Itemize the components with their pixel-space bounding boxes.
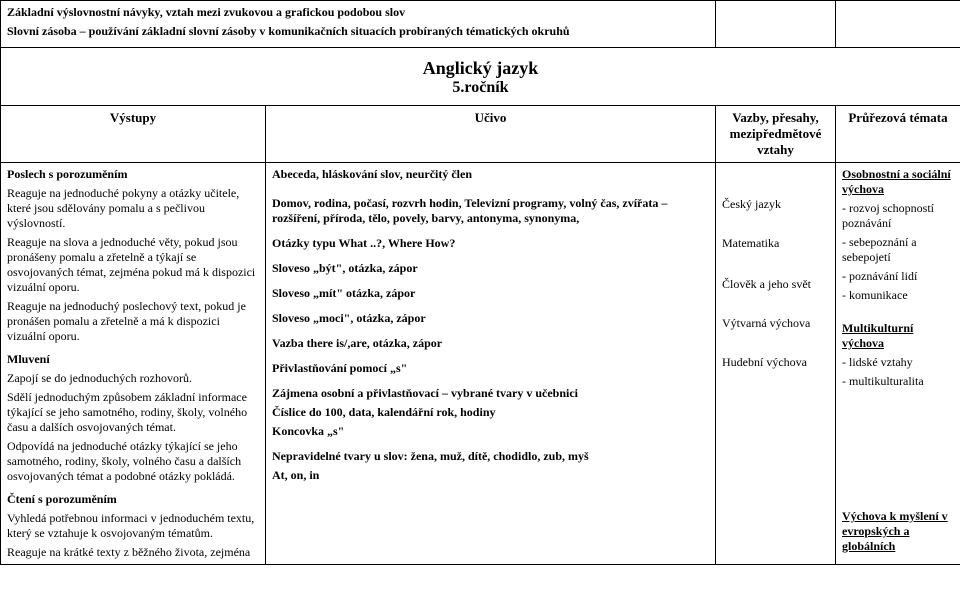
vazby-1: Český jazyk xyxy=(722,197,829,212)
vazby-4: Výtvarná výchova xyxy=(722,316,829,331)
prur-1d: - komunikace xyxy=(842,288,954,303)
intro-empty-1 xyxy=(716,1,836,48)
title-row: Anglický jazyk 5.ročník xyxy=(1,48,960,106)
poslech-2: Reaguje na slova a jednoduché věty, poku… xyxy=(7,235,259,295)
hdr-vystupy: Výstupy xyxy=(1,106,266,163)
intro-row: Základní výslovnostní návyky, vztah mezi… xyxy=(1,1,960,48)
intro-cell: Základní výslovnostní návyky, vztah mezi… xyxy=(1,1,716,48)
page-subtitle: 5.ročník xyxy=(7,79,954,101)
poslech-heading: Poslech s porozuměním xyxy=(7,167,127,181)
prur-2a: - lidské vztahy xyxy=(842,355,954,370)
poslech-1: Reaguje na jednoduché pokyny a otázky uč… xyxy=(7,186,259,231)
ucivo-10: Číslice do 100, data, kalendářní rok, ho… xyxy=(272,405,709,420)
ucivo-7: Vazba there is/,are, otázka, zápor xyxy=(272,336,709,351)
prur-1a: - rozvoj schopností poznávání xyxy=(842,201,954,231)
ucivo-3: Otázky typu What ..?, Where How? xyxy=(272,236,709,251)
cteni-1: Vyhledá potřebnou informaci v jednoduché… xyxy=(7,511,259,541)
intro-line-1: Základní výslovnostní návyky, vztah mezi… xyxy=(7,5,709,20)
vazby-5: Hudební výchova xyxy=(722,355,829,370)
vystupy-cell: Poslech s porozuměním Reaguje na jednodu… xyxy=(1,163,266,565)
mluveni-2: Sdělí jednoduchým způsobem základní info… xyxy=(7,390,259,435)
prur-cell: Osobnostní a sociální výchova - rozvoj s… xyxy=(836,163,960,565)
prur-2b: - multikulturalita xyxy=(842,374,954,389)
ucivo-13: At, on, in xyxy=(272,468,709,483)
ucivo-4: Sloveso „být", otázka, zápor xyxy=(272,261,709,276)
ucivo-6: Sloveso „moci", otázka, zápor xyxy=(272,311,709,326)
header-row: Výstupy Učivo Vazby, přesahy, mezipředmě… xyxy=(1,106,960,163)
hdr-prur: Průřezová témata xyxy=(836,106,960,163)
vazby-3: Člověk a jeho svět xyxy=(722,277,829,292)
ucivo-11: Koncovka „s" xyxy=(272,424,709,439)
ucivo-8: Přivlastňování pomocí „s" xyxy=(272,361,709,376)
body-row: Poslech s porozuměním Reaguje na jednodu… xyxy=(1,163,960,565)
ucivo-12: Nepravidelné tvary u slov: žena, muž, dí… xyxy=(272,449,709,464)
mluveni-heading: Mluvení xyxy=(7,352,50,366)
ucivo-5: Sloveso „mít" otázka, zápor xyxy=(272,286,709,301)
mluveni-1: Zapojí se do jednoduchých rozhovorů. xyxy=(7,371,259,386)
ucivo-cell: Abeceda, hláskování slov, neurčitý člen … xyxy=(266,163,716,565)
mluveni-3: Odpovídá na jednoduché otázky týkající s… xyxy=(7,439,259,484)
intro-line-2: Slovní zásoba – používání základní slovn… xyxy=(7,24,709,39)
document-table: Základní výslovnostní návyky, vztah mezi… xyxy=(0,0,960,565)
title-cell: Anglický jazyk 5.ročník xyxy=(1,48,960,106)
prur-1b: - sebepoznání a sebepojetí xyxy=(842,235,954,265)
prur-1c: - poznávání lidí xyxy=(842,269,954,284)
intro-empty-2 xyxy=(836,1,960,48)
ucivo-1: Abeceda, hláskování slov, neurčitý člen xyxy=(272,167,709,182)
prur-h2: Multikulturní výchova xyxy=(842,321,913,350)
cteni-heading: Čtení s porozuměním xyxy=(7,492,117,506)
prur-h3: Výchova k myšlení v evropských a globáln… xyxy=(842,509,948,553)
cteni-2: Reaguje na krátké texty z běžného života… xyxy=(7,545,259,560)
ucivo-9: Zájmena osobní a přivlastňovací – vybran… xyxy=(272,386,709,401)
vazby-cell: Český jazyk Matematika Člověk a jeho svě… xyxy=(716,163,836,565)
vazby-2: Matematika xyxy=(722,236,829,251)
hdr-ucivo: Učivo xyxy=(266,106,716,163)
prur-h1: Osobnostní a sociální výchova xyxy=(842,167,951,196)
hdr-vazby: Vazby, přesahy, mezipředmětové vztahy xyxy=(716,106,836,163)
ucivo-2: Domov, rodina, počasí, rozvrh hodin, Tel… xyxy=(272,196,709,226)
page-title: Anglický jazyk xyxy=(7,52,954,79)
poslech-3: Reaguje na jednoduchý poslechový text, p… xyxy=(7,299,259,344)
